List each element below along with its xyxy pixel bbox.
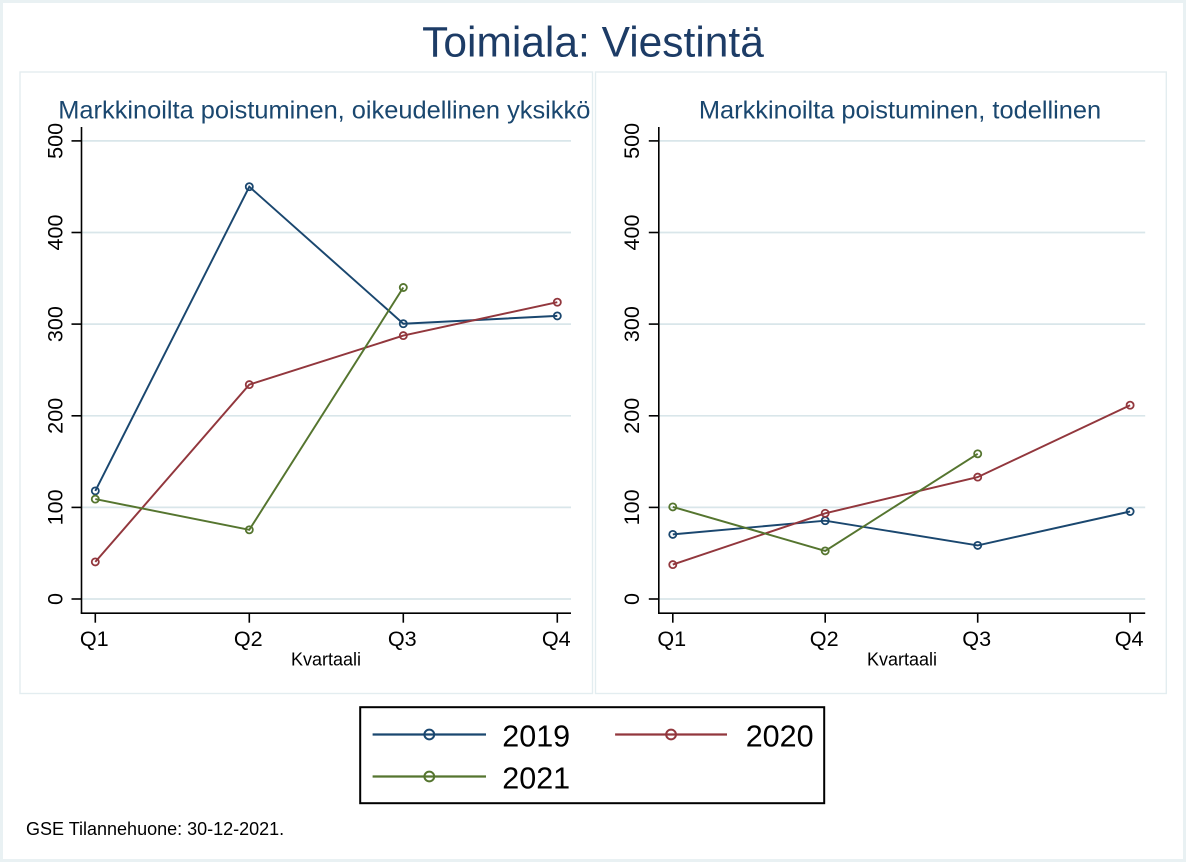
svg-text:Q2: Q2 bbox=[234, 626, 263, 651]
svg-text:Q1: Q1 bbox=[80, 626, 109, 651]
svg-text:200: 200 bbox=[43, 398, 68, 434]
svg-text:0: 0 bbox=[619, 593, 644, 605]
svg-text:2020: 2020 bbox=[746, 720, 814, 754]
svg-text:500: 500 bbox=[43, 123, 68, 159]
svg-text:400: 400 bbox=[619, 214, 644, 250]
svg-text:Kvartaali: Kvartaali bbox=[867, 650, 937, 670]
svg-text:Q2: Q2 bbox=[810, 626, 839, 651]
svg-text:200: 200 bbox=[619, 398, 644, 434]
svg-text:Q4: Q4 bbox=[542, 626, 571, 651]
svg-text:500: 500 bbox=[619, 123, 644, 159]
svg-text:Q3: Q3 bbox=[388, 626, 417, 651]
svg-text:400: 400 bbox=[43, 214, 68, 250]
svg-text:GSE Tilannehuone: 30-12-2021.: GSE Tilannehuone: 30-12-2021. bbox=[26, 819, 284, 839]
svg-text:Markkinoilta poistuminen, tode: Markkinoilta poistuminen, todellinen bbox=[699, 97, 1101, 125]
svg-text:300: 300 bbox=[619, 306, 644, 342]
svg-text:Toimiala: Viestintä: Toimiala: Viestintä bbox=[422, 20, 764, 67]
svg-text:Q1: Q1 bbox=[657, 626, 686, 651]
svg-text:Markkinoilta poistuminen, oike: Markkinoilta poistuminen, oikeudellinen … bbox=[58, 97, 590, 125]
svg-text:100: 100 bbox=[43, 489, 68, 525]
svg-text:0: 0 bbox=[43, 593, 68, 605]
svg-text:Kvartaali: Kvartaali bbox=[291, 650, 361, 670]
svg-text:Q4: Q4 bbox=[1115, 626, 1144, 651]
svg-text:100: 100 bbox=[619, 489, 644, 525]
svg-text:2019: 2019 bbox=[502, 720, 570, 754]
svg-text:2021: 2021 bbox=[502, 762, 570, 796]
svg-text:Q3: Q3 bbox=[962, 626, 991, 651]
svg-text:300: 300 bbox=[43, 306, 68, 342]
